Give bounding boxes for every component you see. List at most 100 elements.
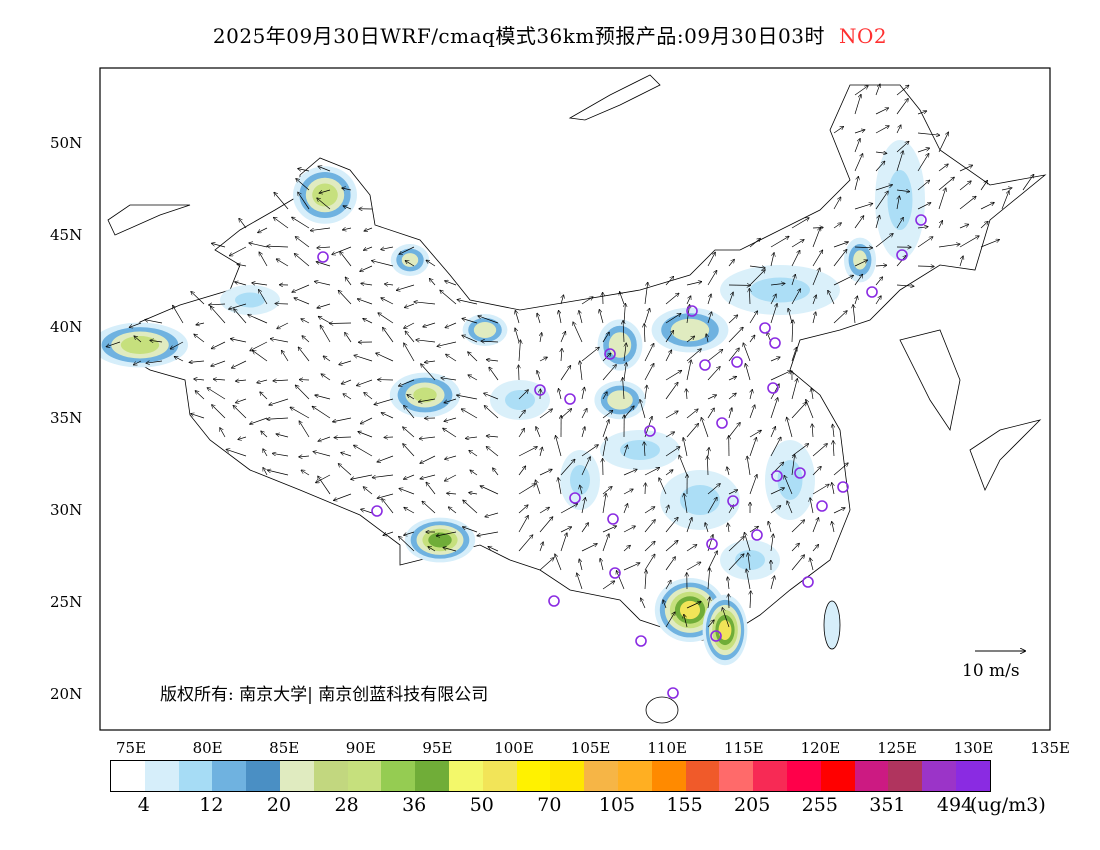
- wind-arrow: [146, 361, 163, 363]
- colorbar-swatch: [381, 761, 416, 791]
- wind-arrow: [728, 537, 744, 552]
- wind-arrow: [896, 190, 909, 192]
- colorbar-swatch: [313, 761, 348, 791]
- colorbar-swatch: [111, 761, 145, 791]
- concentration-patch: [473, 322, 497, 338]
- wind-arrow: [274, 192, 289, 210]
- city-marker: [569, 492, 581, 504]
- city-marker: [607, 513, 619, 525]
- wind-arrow: [233, 406, 247, 419]
- wind-arrow: [419, 398, 436, 402]
- wind-arrow: [707, 367, 720, 381]
- concentration-patch: [750, 277, 810, 303]
- lon-label: 135E: [1030, 739, 1070, 757]
- wind-arrow: [561, 349, 562, 362]
- wind-arrow: [938, 132, 948, 153]
- wind-arrow: [812, 250, 822, 267]
- wind-arrow: [791, 555, 804, 571]
- wind-arrow: [468, 352, 478, 362]
- wind-arrow: [810, 558, 814, 571]
- wind-arrow: [301, 470, 310, 476]
- wind-arrow: [345, 277, 352, 286]
- wind-arrow: [896, 218, 903, 229]
- wind-arrow: [404, 322, 415, 328]
- colorbar-swatch: [955, 761, 990, 791]
- wind-arrow: [812, 268, 820, 286]
- wind-arrow: [457, 300, 478, 305]
- wind-arrow: [463, 527, 478, 533]
- wind-arrow: [416, 340, 436, 343]
- wind-arrow: [686, 296, 691, 305]
- colorbar-label: 70: [537, 794, 562, 816]
- wind-arrow: [917, 227, 928, 228]
- wind-arrow: [707, 497, 717, 514]
- wind-arrow: [832, 522, 834, 533]
- city-marker: [759, 322, 771, 334]
- wind-arrow: [444, 417, 457, 421]
- wind-arrow: [728, 554, 744, 571]
- colorbar-swatch: [888, 761, 923, 791]
- wind-arrow: [267, 246, 289, 247]
- wind-arrow: [422, 501, 436, 514]
- wind-arrow: [555, 554, 562, 571]
- wind-arrow: [238, 437, 247, 439]
- title-text: 2025年09月30日WRF/cmaq模式36km预报产品:09月30日03时: [212, 24, 825, 48]
- wind-arrow: [644, 520, 655, 533]
- wind-arrow: [404, 508, 415, 514]
- wind-arrow: [812, 518, 819, 533]
- wind-arrow: [659, 478, 667, 495]
- wind-arrow: [419, 437, 436, 439]
- wind-arrow: [343, 206, 352, 210]
- wind-arrow: [854, 130, 865, 134]
- wind-arrow: [236, 398, 247, 403]
- wind-arrow: [445, 281, 457, 286]
- wind-arrow: [170, 341, 184, 349]
- wind-arrow: [403, 444, 415, 457]
- wind-arrow: [624, 304, 625, 324]
- city-marker: [710, 630, 722, 642]
- wind-arrow: [896, 125, 901, 134]
- wind-arrow: [896, 151, 903, 172]
- wind-arrow: [341, 453, 352, 457]
- wind-arrow: [580, 361, 583, 381]
- wind-arrow: [579, 311, 583, 324]
- wind-arrow: [377, 493, 394, 498]
- wind-arrow: [276, 434, 289, 438]
- wind-arrow: [686, 602, 701, 609]
- wind-arrow: [560, 533, 567, 552]
- wind-arrow: [234, 309, 247, 324]
- wind-arrow: [518, 535, 533, 552]
- wind-arrow: [581, 457, 590, 476]
- city-marker: [802, 576, 814, 588]
- wind-arrow: [319, 189, 331, 193]
- concentration-patch: [312, 183, 338, 207]
- wind-arrow: [214, 379, 226, 380]
- colorbar-swatch: [651, 761, 686, 791]
- wind-arrow: [339, 360, 352, 365]
- wind-arrow: [212, 341, 226, 349]
- wind-arrow: [441, 378, 457, 380]
- species-label: NO2: [838, 24, 888, 48]
- wind-arrow: [728, 260, 734, 267]
- wind-arrow: [236, 380, 247, 381]
- colorbar-swatch: [415, 761, 449, 791]
- wind-arrow: [707, 408, 714, 419]
- wind-arrow: [644, 541, 655, 552]
- wind-arrow: [207, 388, 226, 400]
- wind-arrow: [381, 246, 394, 249]
- wind-arrow: [749, 238, 760, 248]
- wind-arrow: [559, 311, 562, 324]
- wind-arrow: [493, 468, 499, 476]
- wind-arrow: [174, 357, 184, 362]
- wind-arrow: [539, 542, 543, 552]
- wind-arrow: [292, 217, 310, 229]
- concentration-patch: [608, 332, 632, 358]
- wind-arrow: [189, 361, 205, 362]
- wind-arrow: [666, 505, 669, 514]
- concentration-patch: [777, 460, 803, 500]
- wind-arrow: [134, 336, 142, 343]
- wind-arrow: [959, 236, 979, 248]
- wind-arrow: [312, 406, 331, 419]
- wind-arrow: [875, 185, 892, 191]
